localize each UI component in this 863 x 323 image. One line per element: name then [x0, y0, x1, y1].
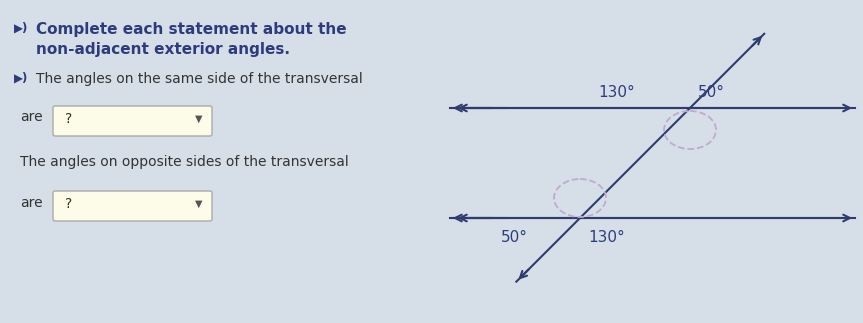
Text: ▼: ▼: [195, 199, 203, 209]
Text: 50°: 50°: [698, 85, 725, 100]
FancyBboxPatch shape: [53, 191, 212, 221]
Text: ▶): ▶): [14, 22, 28, 35]
Text: ▶): ▶): [14, 72, 28, 85]
Text: ?: ?: [65, 197, 72, 211]
FancyBboxPatch shape: [53, 106, 212, 136]
Text: are: are: [20, 196, 42, 210]
Text: ▼: ▼: [195, 114, 203, 124]
Text: The angles on the same side of the transversal: The angles on the same side of the trans…: [36, 72, 362, 86]
Text: 130°: 130°: [588, 230, 625, 245]
Text: are: are: [20, 110, 42, 124]
Text: ?: ?: [65, 112, 72, 126]
Text: 50°: 50°: [501, 230, 528, 245]
Text: Complete each statement about the: Complete each statement about the: [36, 22, 347, 37]
Text: The angles on opposite sides of the transversal: The angles on opposite sides of the tran…: [20, 155, 349, 169]
Text: non-adjacent exterior angles.: non-adjacent exterior angles.: [36, 42, 290, 57]
Text: 130°: 130°: [598, 85, 635, 100]
